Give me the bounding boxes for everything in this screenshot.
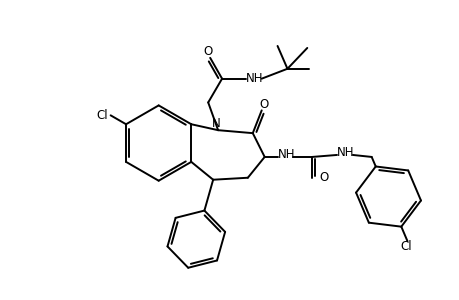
- Text: O: O: [319, 171, 328, 184]
- Text: Cl: Cl: [96, 109, 107, 122]
- Text: NH: NH: [336, 146, 354, 160]
- Text: O: O: [258, 98, 268, 111]
- Text: NH: NH: [246, 72, 263, 85]
- Text: O: O: [203, 45, 213, 58]
- Text: Cl: Cl: [400, 240, 411, 253]
- Text: NH: NH: [277, 148, 295, 161]
- Text: N: N: [211, 117, 220, 130]
